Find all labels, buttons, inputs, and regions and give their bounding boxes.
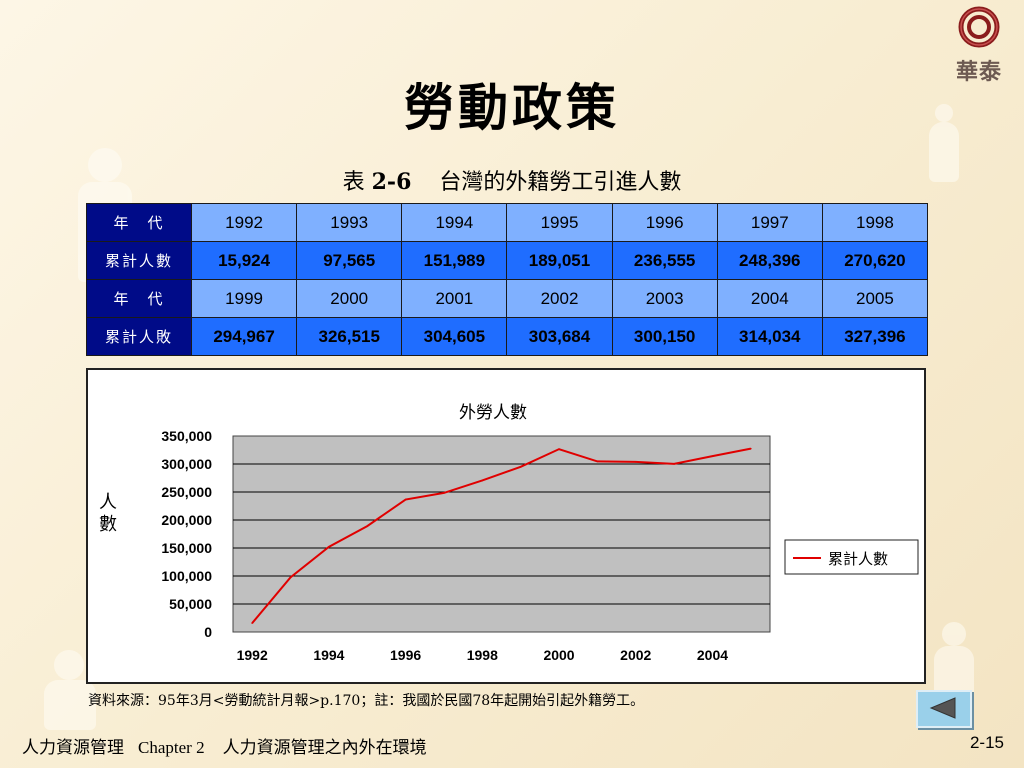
brand-logo: 華泰: [948, 6, 1010, 85]
row-label: 累計人數: [86, 241, 192, 280]
y-tick-label: 350,000: [161, 428, 212, 444]
x-tick-label: 2000: [543, 647, 574, 663]
table-row: 年 代 1992 1993 1994 1995 1996 1997 1998: [86, 203, 929, 242]
x-tick-label: 1996: [390, 647, 421, 663]
data-point: [481, 479, 484, 482]
data-point: [596, 460, 599, 463]
table-row: 年 代 1999 2000 2001 2002 2003 2004 2005: [86, 279, 929, 318]
worker-count-table: 年 代 1992 1993 1994 1995 1996 1997 1998 累計人數 15,92…: [86, 203, 929, 356]
y-tick-label: 0: [204, 624, 212, 640]
page-number: 2-15: [969, 733, 1004, 752]
caption-prefix: 表: [342, 170, 365, 195]
table-cell: 314,034: [716, 317, 823, 356]
legend-label: 累計人數: [828, 550, 888, 568]
table-cell: 1998: [821, 203, 929, 242]
data-point: [634, 461, 637, 463]
data-point: [404, 498, 407, 501]
table-cell: 1995: [506, 203, 613, 242]
data-point: [750, 447, 752, 450]
table-cell: 1994: [401, 203, 508, 242]
footer-chapter-title: 人力資源管理之內外在環境: [222, 738, 427, 758]
page-title: 勞動政策: [404, 78, 620, 137]
table-cell: 326,515: [296, 317, 403, 356]
table-cell: 300,150: [611, 317, 718, 356]
plot-area: [232, 435, 771, 633]
table-row: 累計人敗 294,967 326,515 304,605 303,684 300,150 3…: [86, 317, 929, 356]
footer-left: 人力資源管理 Chapter 2 人力資源管理之內外在環境: [22, 733, 427, 758]
row-label: 累計人敗: [86, 317, 192, 356]
table-caption: 表 2-6 台灣的外籍勞工引進人數: [0, 164, 1024, 196]
y-tick-label: 100,000: [161, 568, 212, 584]
table-cell: 1993: [296, 203, 403, 242]
data-point: [443, 492, 445, 494]
y-tick-label: 50,000: [169, 596, 212, 612]
table-cell: 189,051: [506, 241, 613, 280]
footer-chapter: Chapter 2: [138, 738, 205, 757]
series-line: [251, 447, 752, 624]
x-tick-label: 2002: [620, 647, 651, 663]
y-tick-label: 150,000: [161, 540, 212, 556]
data-point: [289, 576, 292, 579]
table-cell: 304,605: [401, 317, 508, 356]
table-cell: 151,989: [401, 241, 508, 280]
chart-title: 外勞人數: [459, 403, 527, 423]
y-tick-label: 300,000: [161, 456, 212, 472]
table-cell: 270,620: [821, 241, 929, 280]
caption-number: 2-6: [371, 169, 412, 195]
table-cell: 2005: [821, 279, 929, 318]
table-cell: 2004: [716, 279, 823, 318]
table-cell: 303,684: [506, 317, 613, 356]
table-cell: 1992: [190, 203, 298, 242]
data-point: [328, 546, 330, 548]
table-row: 累計人數 15,924 97,565 151,989 189,051 236,555 248…: [86, 241, 929, 280]
table-cell: 2002: [506, 279, 613, 318]
table-cell: 294,967: [190, 317, 298, 356]
table-cell: 327,396: [821, 317, 929, 356]
background-figure-right-top: [926, 104, 962, 184]
data-point: [519, 466, 522, 468]
y-axis-label-char: 數: [99, 514, 117, 535]
table-cell: 2000: [296, 279, 403, 318]
row-label: 年 代: [86, 203, 192, 242]
x-tick-label: 1994: [313, 647, 344, 663]
table-cell: 15,924: [190, 241, 298, 280]
line-chart: 外勞人數 0 50,000 100,000 150,000 200,000 250,000 3…: [99, 403, 919, 663]
background-figure-left-bottom: [40, 650, 100, 730]
back-button[interactable]: [916, 690, 972, 728]
x-tick-label: 2004: [697, 647, 728, 663]
table-cell: 1999: [190, 279, 298, 318]
data-point: [673, 463, 675, 465]
footer-course: 人力資源管理: [22, 738, 124, 758]
source-note: 資料來源：95年3月<勞動統計月報>p.170；註：我國於民國78年起開始引起外…: [88, 693, 645, 709]
brand-text: 華泰: [955, 59, 1002, 85]
table-cell: 2003: [611, 279, 718, 318]
data-point: [366, 525, 369, 527]
data-point: [251, 622, 253, 624]
y-axis-label-char: 人: [99, 492, 117, 513]
table-cell: 97,565: [296, 241, 403, 280]
table-cell: 1996: [611, 203, 718, 242]
back-arrow-icon: [929, 697, 956, 719]
table-cell: 248,396: [716, 241, 823, 280]
caption-text: 台灣的外籍勞工引進人數: [439, 170, 682, 195]
y-tick-label: 250,000: [161, 484, 212, 500]
row-label: 年 代: [86, 279, 192, 318]
y-tick-label: 200,000: [161, 512, 212, 528]
data-point: [711, 455, 714, 457]
chart-panel: 外勞人數 0 50,000 100,000 150,000 200,000 250,000 3…: [86, 368, 926, 684]
ring-logo-icon: [958, 6, 1000, 48]
x-tick-label: 1998: [467, 647, 498, 663]
table-cell: 236,555: [611, 241, 718, 280]
table-cell: 2001: [401, 279, 508, 318]
table-cell: 1997: [716, 203, 823, 242]
x-tick-label: 1992: [237, 647, 268, 663]
data-point: [558, 448, 560, 450]
